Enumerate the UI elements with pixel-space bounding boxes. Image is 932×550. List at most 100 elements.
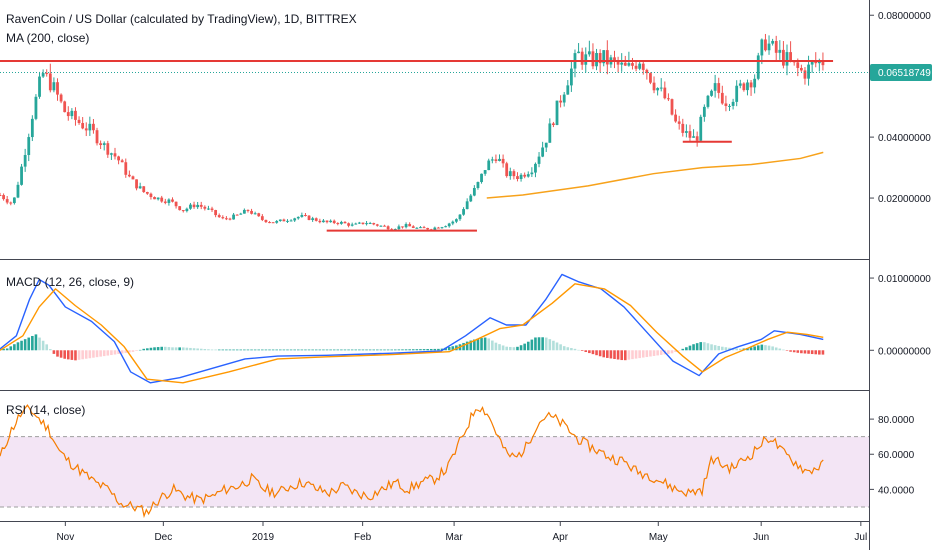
rsi-pane[interactable] — [0, 404, 869, 519]
candle — [641, 60, 645, 75]
ma-indicator-label[interactable]: MA (200, close) — [6, 31, 89, 45]
candle — [59, 93, 63, 104]
candle — [767, 35, 771, 55]
macd-histogram-bar — [552, 340, 555, 351]
candle — [235, 214, 239, 216]
rsi-line[interactable] — [0, 404, 824, 519]
candle — [286, 219, 289, 223]
macd-histogram-bar — [728, 347, 731, 351]
macd-histogram-bar — [250, 349, 253, 351]
candle — [127, 170, 131, 178]
macd-histogram-bar — [390, 349, 394, 351]
candle — [587, 40, 591, 57]
macd-histogram-bar — [523, 343, 526, 351]
candle — [178, 205, 182, 211]
macd-histogram-bar — [217, 349, 221, 351]
candle — [102, 141, 106, 151]
macd-histogram-bar — [199, 348, 203, 351]
macd-pane-title[interactable]: MACD (12, 26, close, 9) — [6, 275, 134, 289]
svg-text:Dec: Dec — [154, 532, 172, 543]
candle — [314, 217, 318, 222]
candle — [652, 76, 656, 94]
candle — [415, 227, 419, 229]
candle — [746, 79, 749, 96]
candle — [113, 147, 117, 160]
candle — [562, 91, 566, 107]
candle — [300, 212, 304, 218]
price-pane[interactable] — [0, 33, 869, 232]
candle — [584, 47, 588, 73]
candle — [756, 52, 760, 81]
candle — [70, 108, 74, 120]
macd-histogram-bar — [92, 350, 95, 358]
candle — [375, 223, 379, 227]
candle — [713, 74, 717, 98]
macd-histogram-bar — [656, 350, 659, 356]
candle — [27, 133, 31, 162]
macd-histogram-bar — [764, 345, 767, 351]
macd-histogram-bar — [31, 335, 34, 351]
macd-histogram-bar — [117, 350, 120, 354]
candle — [34, 94, 38, 121]
candle — [124, 158, 128, 178]
candle — [282, 218, 286, 222]
candle — [810, 59, 814, 73]
macd-histogram-bar — [778, 348, 782, 351]
macd-histogram-bar — [774, 347, 778, 351]
candle — [742, 82, 746, 92]
macd-histogram-bar — [246, 349, 250, 351]
macd-histogram-bar — [20, 340, 23, 351]
macd-histogram-bar — [717, 345, 721, 351]
macd-histogram-bar — [376, 349, 379, 351]
signal-line[interactable] — [0, 283, 824, 384]
candle — [20, 163, 23, 186]
candle — [605, 40, 609, 75]
candle — [2, 193, 5, 201]
macd-histogram-bar — [203, 349, 207, 351]
macd-histogram-bar — [756, 345, 760, 351]
macd-histogram-bar — [368, 349, 372, 351]
candle — [462, 207, 465, 216]
candle — [544, 142, 548, 153]
macd-histogram-bar — [9, 346, 13, 351]
macd-histogram-bar — [372, 349, 376, 351]
macd-histogram-bar — [573, 348, 577, 351]
candle — [505, 161, 509, 178]
current-price-tag — [870, 64, 932, 81]
rsi-pane-title[interactable]: RSI (14, close) — [6, 403, 85, 417]
candle — [566, 80, 570, 95]
macd-histogram-bar — [771, 346, 774, 351]
candle — [684, 124, 688, 138]
macd-histogram-bar — [735, 348, 738, 351]
candle — [789, 41, 792, 63]
macd-histogram-bar — [555, 342, 559, 351]
candle — [674, 109, 677, 123]
candle — [634, 61, 638, 72]
macd-histogram-bar — [34, 334, 38, 351]
macd-line[interactable] — [0, 273, 824, 384]
macd-histogram-bar — [494, 342, 498, 351]
macd-histogram-bar — [106, 350, 110, 356]
candle — [451, 220, 455, 226]
macd-histogram-bar — [541, 337, 544, 351]
macd-histogram-bar — [120, 350, 124, 354]
macd-histogram-bar — [124, 350, 128, 353]
macd-histogram-bar — [501, 345, 505, 351]
ma-200-line[interactable] — [486, 151, 824, 199]
macd-histogram-bar — [5, 348, 9, 351]
macd-histogram-bar — [738, 348, 742, 351]
macd-histogram-bar — [606, 350, 609, 358]
macd-histogram-bar — [437, 348, 440, 351]
time-tick: 2019 — [252, 521, 275, 543]
candle — [264, 219, 268, 223]
candle — [135, 179, 138, 191]
macd-histogram-bar — [627, 350, 631, 360]
candle — [63, 100, 67, 113]
macd-pane[interactable] — [0, 273, 825, 384]
macd-histogram-bar — [796, 350, 800, 353]
macd-histogram-bar — [659, 350, 663, 355]
macd-histogram-bar — [365, 349, 368, 351]
macd-histogram-bar — [164, 346, 167, 351]
macd-histogram-bar — [699, 342, 703, 351]
macd-histogram-bar — [74, 350, 77, 361]
